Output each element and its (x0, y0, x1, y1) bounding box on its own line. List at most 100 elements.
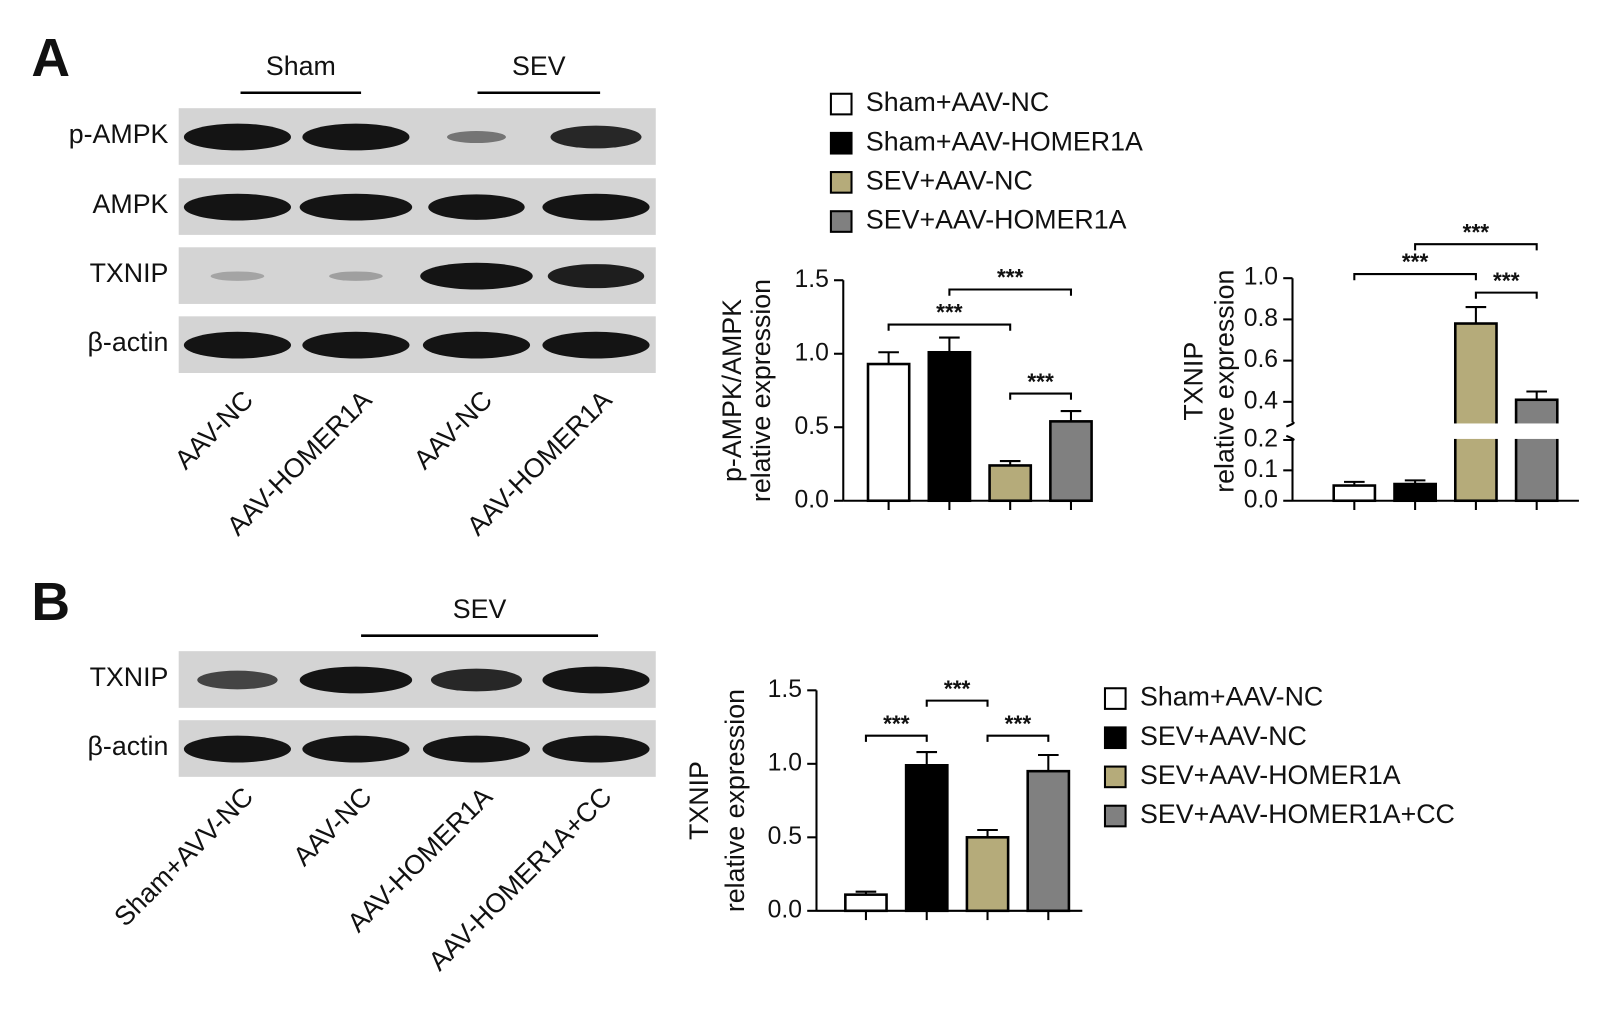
band (329, 271, 383, 281)
band (302, 735, 410, 763)
row-label: p-AMPK (69, 119, 169, 149)
band (299, 193, 413, 221)
significance-label: *** (1493, 267, 1520, 293)
band (542, 735, 650, 763)
band (430, 668, 523, 692)
bar (988, 464, 1033, 503)
legend-swatch (829, 131, 853, 155)
legend-swatch (1103, 726, 1127, 750)
group-label: SEV (512, 51, 566, 81)
legend-label: Sham+AAV-NC (1140, 682, 1323, 712)
band (420, 262, 533, 290)
row-label: AMPK (93, 189, 169, 219)
y-tick-label: 0.5 (768, 823, 802, 850)
legend-swatch (1103, 765, 1127, 789)
group-label: Sham (266, 51, 336, 81)
y-tick-label: 0.4 (1244, 387, 1279, 414)
band (447, 131, 506, 144)
y-tick-label: 0.0 (794, 486, 828, 513)
legend-swatch (1103, 687, 1127, 710)
significance-bracket (1474, 291, 1538, 299)
legend-label: SEV+AAV-HOMER1A+CC (1140, 799, 1455, 829)
bar (965, 836, 1010, 913)
y-axis-title: p-AMPK/AMPK (717, 299, 747, 482)
band (542, 193, 650, 221)
legend-swatch (1103, 804, 1127, 828)
band (183, 331, 292, 359)
y-tick-label: 1.0 (794, 339, 828, 366)
y-axis-title: relative expression (746, 279, 776, 502)
y-axis-title: TXNIP (1179, 342, 1209, 421)
axis-break (1280, 423, 1579, 439)
band (302, 331, 410, 359)
y-tick-label: 1.0 (1244, 264, 1278, 291)
y-tick-label: 0.1 (1244, 456, 1278, 483)
bar (1514, 398, 1559, 503)
significance-label: *** (1463, 219, 1490, 245)
bar (904, 764, 949, 913)
significance-bracket (1009, 392, 1073, 400)
legend-label: SEV+AAV-HOMER1A (866, 205, 1127, 235)
band (210, 271, 265, 281)
band (197, 670, 278, 690)
group-label: SEV (453, 594, 507, 624)
y-tick-label: 0.2 (1244, 425, 1278, 452)
band (428, 194, 525, 220)
bar (1026, 769, 1071, 913)
significance-bracket (887, 323, 1012, 331)
legend-swatch (829, 92, 853, 116)
y-tick-label: 1.5 (794, 266, 828, 293)
band (422, 735, 531, 763)
band (183, 735, 292, 763)
row-label: TXNIP (90, 662, 169, 692)
significance-label: *** (1027, 368, 1054, 394)
significance-label: *** (1005, 710, 1032, 736)
band (550, 125, 642, 149)
legend-swatch (829, 210, 853, 233)
significance-bracket (864, 734, 928, 742)
y-axis-title: relative expression (1210, 270, 1240, 493)
band (542, 331, 650, 359)
band (542, 666, 650, 694)
bar (1049, 420, 1093, 503)
y-tick-label: 0.0 (1244, 486, 1278, 513)
bar (844, 893, 888, 913)
panel-letter: A (31, 29, 70, 88)
significance-label: *** (944, 675, 971, 701)
significance-bracket (986, 734, 1050, 742)
band (183, 193, 292, 221)
lane-label: AAV-NC (169, 385, 259, 475)
break-mark (1285, 421, 1295, 428)
y-tick-label: 1.5 (768, 676, 802, 703)
band (422, 331, 531, 359)
significance-label: *** (997, 264, 1024, 290)
band (547, 264, 645, 289)
row-label: β-actin (88, 327, 169, 357)
significance-label: *** (883, 710, 910, 736)
significance-bracket (925, 699, 989, 707)
y-tick-label: 0.5 (794, 413, 828, 440)
row-label: TXNIP (90, 258, 169, 288)
lane-label: Sham+AVV-NC (108, 781, 259, 932)
y-tick-label: 0.8 (1244, 305, 1278, 332)
significance-bracket (1414, 243, 1538, 251)
significance-bracket (1353, 273, 1477, 281)
break-mark (1285, 434, 1295, 441)
y-tick-label: 1.0 (768, 749, 802, 776)
legend-label: SEV+AAV-HOMER1A (1140, 760, 1401, 790)
panel-letter: B (31, 573, 70, 632)
y-axis-title: relative expression (720, 689, 750, 912)
legend-label: Sham+AAV-HOMER1A (866, 126, 1143, 156)
band (299, 666, 413, 694)
band (183, 123, 292, 151)
bar (866, 362, 911, 503)
y-tick-label: 0.6 (1244, 346, 1278, 373)
bar (1393, 482, 1438, 503)
lane-label: AAV-NC (408, 385, 498, 475)
band (302, 123, 410, 151)
legend-label: SEV+AAV-NC (1140, 721, 1307, 751)
y-tick-label: 0.0 (768, 896, 802, 923)
legend-swatch (829, 171, 853, 194)
legend-label: SEV+AAV-NC (866, 165, 1033, 195)
